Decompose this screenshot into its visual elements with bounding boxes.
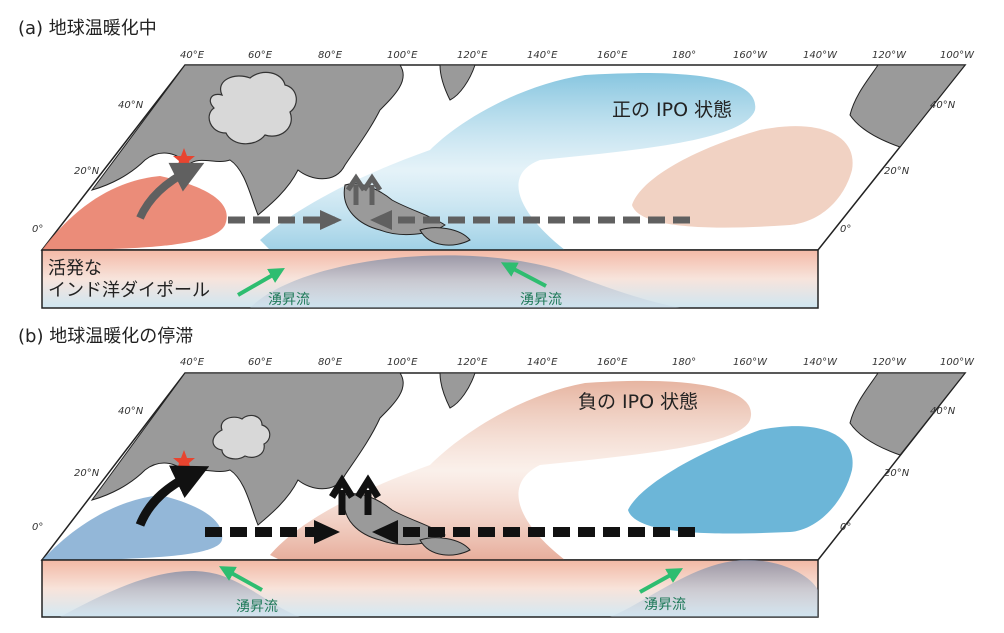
lon-tick: 40°E	[180, 50, 205, 61]
lat-tick: 40°N	[930, 406, 956, 417]
panel-b-wind-arrowhead-west	[314, 520, 340, 544]
panel-a-thermocline	[250, 255, 680, 308]
panel-b-wind-arrowhead-east	[372, 520, 398, 544]
lon-tick: 60°E	[248, 357, 273, 368]
panel-a-monsoon-arrow	[136, 162, 205, 220]
panel-b-land-northeast-asia	[439, 372, 476, 409]
lon-tick: 100°W	[940, 357, 975, 368]
panel-a-upwelling-arrow-west	[237, 268, 285, 297]
panel-b-thermocline-east	[610, 559, 818, 617]
panel-a-title: (a) 地球温暖化中	[18, 18, 157, 39]
lat-tick: 40°N	[930, 100, 956, 111]
lon-tick: 80°E	[318, 357, 343, 368]
panel-a-warm-east-pacific	[632, 126, 853, 228]
panel-a-iod-line1: 活発な	[48, 258, 102, 279]
panel-a-iod-line2: インド洋ダイポール	[48, 280, 210, 301]
lon-tick: 140°W	[803, 50, 838, 61]
lat-tick: 20°N	[74, 166, 100, 177]
panel-b-upwelling-west-label: 湧昇流	[236, 599, 278, 615]
lon-tick: 120°E	[457, 50, 488, 61]
panel-a-upwelling-arrow-east	[500, 262, 547, 288]
panel-a-map: 40°E 60°E 80°E 100°E 120°E 140°E 160°E 1…	[32, 50, 975, 251]
lon-tick: 160°E	[597, 50, 628, 61]
lat-tick: 20°N	[884, 468, 910, 479]
panel-b-thermocline-west	[60, 570, 300, 617]
panel-a-wind-arrowhead-west	[320, 210, 342, 230]
panel-a-upwelling-west-label: 湧昇流	[268, 292, 310, 308]
lon-tick: 100°E	[387, 50, 418, 61]
panel-a-ocean-section: 活発な インド洋ダイポール 湧昇流 湧昇流	[41, 249, 819, 309]
panel-b-land-north-america	[849, 372, 967, 456]
lat-tick: 0°	[840, 224, 851, 235]
panel-a-land-north-america	[849, 64, 967, 148]
panel-b-ipo-label: 負の IPO 状態	[578, 391, 698, 413]
panel-a-convection-arrow-2	[361, 173, 383, 205]
lon-tick: 100°W	[940, 50, 975, 61]
panel-b-land-new-guinea	[419, 537, 471, 556]
panel-a-lon-ticks: 40°E 60°E 80°E 100°E 120°E 140°E 160°E 1…	[180, 50, 975, 61]
lat-tick: 0°	[32, 224, 43, 235]
lon-tick: 140°E	[527, 50, 558, 61]
lon-tick: 100°E	[387, 357, 418, 368]
lon-tick: 180°	[672, 357, 696, 368]
panel-a-land-new-guinea	[419, 227, 471, 246]
panel-a-upwelling-east-label: 湧昇流	[520, 292, 562, 308]
panel-b-convection-arrow-2	[355, 474, 381, 515]
panel-a-convection-arrow-1	[345, 173, 367, 205]
panel-b-lon-ticks: 40°E 60°E 80°E 100°E 120°E 140°E 160°E 1…	[180, 357, 975, 368]
lat-tick: 0°	[32, 522, 43, 533]
lat-tick: 20°N	[884, 166, 910, 177]
lat-tick: 20°N	[74, 468, 100, 479]
panel-b-cloud-icon	[212, 414, 271, 460]
lon-tick: 160°W	[733, 357, 768, 368]
lon-tick: 40°E	[180, 357, 205, 368]
lon-tick: 140°E	[527, 357, 558, 368]
lat-tick: 40°N	[118, 406, 144, 417]
lon-tick: 120°E	[457, 357, 488, 368]
lat-tick: 40°N	[118, 100, 144, 111]
lon-tick: 60°E	[248, 50, 273, 61]
panel-b: (b) 地球温暖化の停滞 40°E 60°E 80°E	[18, 326, 975, 618]
panel-a: (a) 地球温暖化中	[18, 18, 975, 309]
lon-tick: 120°W	[872, 357, 907, 368]
lon-tick: 180°	[672, 50, 696, 61]
panel-b-upwelling-east-label: 湧昇流	[644, 597, 686, 613]
panel-b-cool-east-pacific	[628, 426, 853, 534]
lon-tick: 120°W	[872, 50, 907, 61]
panel-b-title: (b) 地球温暖化の停滞	[18, 326, 193, 347]
panel-b-map: 40°E 60°E 80°E 100°E 120°E 140°E 160°E 1…	[32, 357, 975, 561]
panel-b-monsoon-arrow	[135, 465, 210, 527]
panel-b-convection-arrow-1	[329, 474, 355, 515]
panel-a-warm-indian-ocean	[42, 176, 227, 250]
panel-a-cloud-icon	[208, 71, 297, 145]
panel-a-land-maritime-continent	[343, 183, 446, 235]
panel-a-ipo-label: 正の IPO 状態	[612, 99, 732, 121]
lat-tick: 0°	[840, 522, 851, 533]
lon-tick: 160°E	[597, 357, 628, 368]
panel-b-lat-ticks: 40°N 20°N 0° 40°N 20°N 0°	[32, 406, 956, 533]
panel-b-cool-indian-ocean	[42, 495, 223, 560]
lon-tick: 80°E	[318, 50, 343, 61]
panel-a-wind-arrowhead-east	[370, 210, 392, 230]
panel-b-upwelling-arrow-west	[219, 566, 263, 592]
panel-a-lat-ticks: 40°N 20°N 0° 40°N 20°N 0°	[32, 100, 956, 235]
lon-tick: 140°W	[803, 357, 838, 368]
panel-b-upwelling-arrow-east	[639, 568, 683, 594]
panel-a-land-northeast-asia	[439, 64, 476, 101]
panel-b-ocean-section: 湧昇流 湧昇流	[41, 559, 819, 618]
lon-tick: 160°W	[733, 50, 768, 61]
